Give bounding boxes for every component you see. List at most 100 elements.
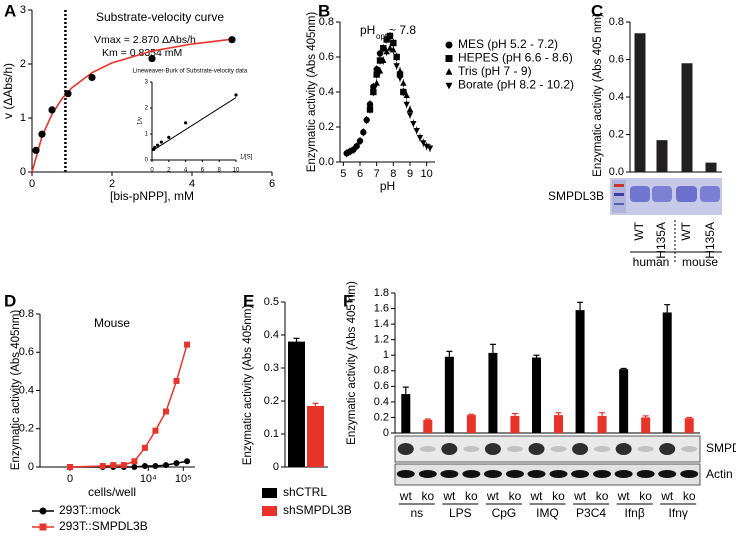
- y-tick-label: 0.2: [374, 411, 389, 423]
- blot-band: [614, 470, 633, 478]
- marker: [184, 458, 191, 465]
- lane-label: ko: [639, 489, 652, 503]
- marker: [373, 79, 380, 86]
- marker: [152, 427, 159, 434]
- y-tick-label: 1.2: [374, 334, 389, 346]
- y-axis-label: Enzymatic activity (Abs 405 nm): [592, 13, 604, 177]
- blot-band: [615, 443, 632, 455]
- y-tick-label: 3: [145, 80, 149, 86]
- y-axis-label: Enzymatic activity (Abs 405nm): [306, 12, 318, 173]
- marker: [131, 464, 138, 470]
- marker: [376, 67, 384, 74]
- annotation-subscript: opt: [376, 32, 388, 41]
- y-tick-label: 0.4: [19, 384, 34, 396]
- lane-label: wt: [530, 489, 544, 503]
- marker: [38, 130, 46, 138]
- blot-band: [484, 443, 501, 455]
- blot-band: [549, 470, 568, 478]
- protein-band: [676, 186, 697, 202]
- blot-band: [419, 446, 436, 452]
- blot-band: [571, 470, 590, 478]
- bar: [641, 417, 651, 433]
- group-label: mouse: [682, 255, 718, 269]
- y-tick-label: 0: [145, 158, 149, 164]
- marker: [406, 105, 414, 113]
- marker: [64, 90, 72, 98]
- marker: [366, 101, 374, 108]
- x-tick-label: WT: [679, 221, 693, 240]
- blot-band: [637, 446, 654, 452]
- x-tick-label: 10⁵: [175, 473, 192, 485]
- group-label: ns: [410, 506, 423, 520]
- blot-band: [550, 446, 567, 452]
- marker: [67, 464, 73, 470]
- bar: [656, 140, 668, 172]
- legend-label: shCTRL: [283, 485, 327, 499]
- y-tick-label: 0.2: [609, 128, 624, 140]
- legend-marker: [445, 41, 453, 49]
- legend-label: 293T::mock: [59, 503, 121, 517]
- marker: [162, 462, 169, 469]
- x-tick-label: 0: [67, 473, 73, 485]
- ladder-band: [614, 184, 624, 187]
- y-axis-label: v (ΔAbs/h): [1, 63, 15, 119]
- x-axis-label: 1/[S]: [240, 155, 253, 161]
- marker: [403, 91, 410, 99]
- x-tick-label: 0: [29, 178, 35, 190]
- legend-marker: [445, 68, 453, 75]
- marker: [173, 377, 180, 384]
- marker: [426, 145, 434, 152]
- lane-label: ko: [421, 489, 434, 503]
- marker: [167, 135, 171, 139]
- blot-band: [593, 470, 612, 478]
- marker: [406, 112, 414, 119]
- blot-band: [462, 470, 481, 478]
- y-tick-label: 1: [20, 112, 26, 124]
- blot-band: [396, 470, 415, 478]
- marker: [386, 32, 394, 40]
- marker: [380, 45, 387, 52]
- blot-band: [506, 446, 523, 452]
- bar: [288, 341, 305, 467]
- y-tick-label: 0: [20, 166, 26, 178]
- y-tick-label: 0.6: [319, 51, 334, 63]
- blot-band: [636, 470, 655, 478]
- x-axis-label: cells/well: [88, 485, 136, 499]
- marker: [380, 56, 387, 64]
- x-tick-label: 10: [233, 168, 240, 174]
- bar: [532, 357, 541, 433]
- ladder-band: [614, 203, 624, 205]
- legend-label: 293T::SMPDL3B: [59, 519, 148, 533]
- blot: [394, 435, 701, 463]
- group-label: human: [633, 255, 670, 269]
- chart-title: Substrate-velocity curve: [96, 10, 224, 24]
- marker: [373, 71, 380, 78]
- x-tick-label: 9: [407, 168, 413, 180]
- legend-label: HEPES (pH 6.6 - 8.6): [458, 51, 573, 65]
- x-axis-label: pH: [380, 179, 395, 193]
- y-tick-label: 0.4: [609, 91, 624, 103]
- marker: [410, 120, 417, 128]
- marker: [228, 36, 236, 44]
- bar: [466, 415, 476, 433]
- lane-label: wt: [399, 489, 413, 503]
- marker: [234, 93, 238, 97]
- y-tick-label: 3: [20, 4, 26, 16]
- marker: [366, 106, 374, 113]
- marker: [386, 44, 394, 51]
- blot-band: [658, 470, 677, 478]
- y-tick-label: 2: [20, 58, 26, 70]
- marker: [400, 89, 407, 96]
- protein-band: [652, 186, 672, 202]
- blot-band: [594, 446, 611, 452]
- x-tick-label: H135A: [654, 222, 668, 259]
- x-axis-label: [bis-pNPP], mM: [110, 189, 194, 203]
- x-tick-label: 7: [374, 168, 380, 180]
- y-tick-label: 1: [145, 132, 149, 138]
- y-tick-label: 0: [28, 461, 34, 473]
- bar: [619, 369, 629, 433]
- y-tick-label: 1.6: [374, 302, 389, 314]
- panel-letter: C: [591, 1, 603, 20]
- y-tick-label: 0.0: [609, 166, 624, 178]
- marker: [390, 46, 397, 53]
